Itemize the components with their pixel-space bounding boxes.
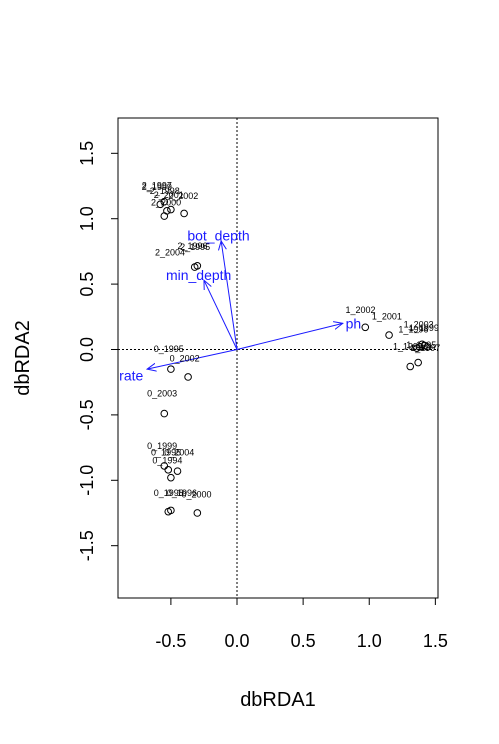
axes: -0.5 0.0 0.5 1.0 1.5 -1.5 -1.0 -0.5 0.0 0.5 1.0 1.5 [77, 141, 448, 651]
site-label: 0_1998 [154, 488, 184, 498]
site-point [167, 506, 175, 515]
site-label: 2_2002 [168, 191, 198, 201]
site-point [423, 343, 432, 351]
vector-label-ph: ph [346, 315, 362, 331]
site-point [184, 373, 192, 381]
y-tick-label: 0.0 [77, 337, 97, 362]
site-label: 0_1995 [154, 344, 184, 354]
site-label: 0_1995 [151, 447, 181, 457]
site-point [167, 205, 175, 214]
x-tick-label: 0.0 [224, 631, 249, 651]
y-tick-label: -0.5 [77, 399, 97, 430]
site-point [156, 200, 165, 209]
site-label: 0_1996 [167, 488, 197, 498]
x-tick-label: 1.5 [423, 631, 448, 651]
vector-label-bot_depth: bot_depth [187, 228, 249, 244]
vectors [147, 241, 343, 369]
y-tick-label: 1.0 [77, 206, 97, 231]
y-tick-label: -1.5 [77, 530, 97, 561]
site-point [385, 331, 393, 339]
site-label: 1_1996 [398, 324, 428, 334]
site-label: 1_1998 [393, 341, 423, 351]
y-tick-label: -1.0 [77, 465, 97, 496]
site-point [160, 409, 169, 418]
site-point [413, 344, 421, 352]
site-label: 0_2002 [170, 353, 200, 363]
site-label: 0_1994 [152, 455, 182, 465]
vector-arrow-min_depth [204, 280, 238, 350]
site-label: 0_2004 [164, 447, 194, 457]
site-label: 1_2002 [345, 305, 375, 315]
site-label: 0_1999 [147, 441, 177, 451]
site-point [160, 212, 169, 220]
site-point [361, 323, 370, 332]
vector-label-rate: rate [119, 368, 143, 384]
site-point [414, 358, 422, 367]
x-tick-label: 1.0 [357, 631, 382, 651]
site-label: 0_2003 [147, 389, 177, 399]
site-point [180, 209, 188, 218]
site-label: 2_2004 [155, 247, 185, 257]
site-points [156, 197, 432, 517]
site-point [190, 263, 199, 271]
site-label: 1_1999 [409, 323, 439, 333]
x-tick-label: -0.5 [155, 631, 186, 651]
vector-arrow-ph [236, 323, 343, 350]
x-axis-title: dbRDA1 [240, 689, 316, 711]
site-point [167, 365, 175, 373]
site-label: 2_2001 [154, 190, 184, 200]
site-label: 2_1998 [150, 186, 180, 196]
vector-arrow-bot_depth [221, 241, 238, 350]
site-point [173, 467, 182, 475]
vector-label-min_depth: min_depth [166, 267, 231, 283]
vector-arrow-rate [147, 349, 238, 369]
site-point [193, 509, 202, 517]
site-label: 0_2000 [181, 489, 211, 499]
site-label: 1_2001 [372, 311, 402, 321]
site-label: 2_1996 [178, 241, 208, 251]
site-label: 1_2003 [404, 319, 434, 329]
site-point [160, 197, 169, 206]
site-label: 2_1997 [142, 181, 172, 191]
site-label: 2_2000 [151, 198, 181, 208]
site-point [406, 362, 415, 371]
site-point [164, 466, 173, 474]
reference-lines [118, 118, 438, 598]
x-tick-label: 0.5 [291, 631, 316, 651]
y-tick-label: 1.5 [77, 141, 97, 166]
site-point [160, 462, 169, 470]
site-point [167, 473, 175, 482]
y-tick-label: 0.5 [77, 272, 97, 297]
site-label: 1_1997 [410, 343, 440, 353]
site-label: 2_1999 [142, 182, 172, 192]
y-axis-title: dbRDA2 [12, 320, 34, 396]
site-label: 1_1995 [406, 340, 436, 350]
site-label: 2_1995 [180, 242, 210, 252]
